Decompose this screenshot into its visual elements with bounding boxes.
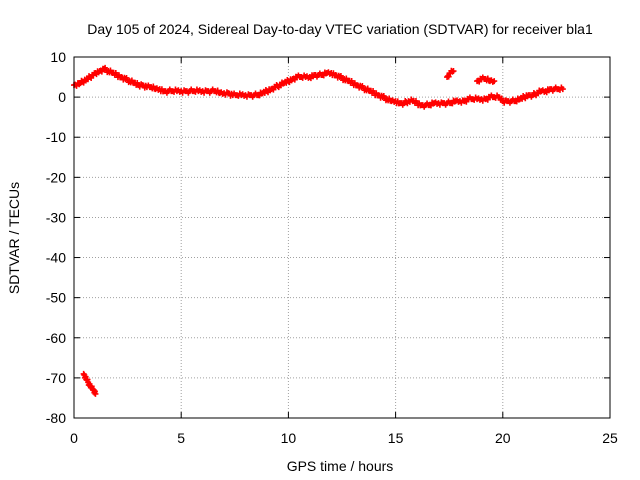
data-points bbox=[71, 64, 566, 397]
plot-frame bbox=[73, 56, 611, 419]
y-axis-label: SDTVAR / TECUs bbox=[6, 182, 22, 294]
grid bbox=[74, 57, 610, 418]
data-point-fill bbox=[445, 73, 452, 80]
y-tick-label: -40 bbox=[46, 250, 66, 266]
y-tick-label: -80 bbox=[46, 410, 66, 426]
y-tick-label: -70 bbox=[46, 370, 66, 386]
y-tick-label: -60 bbox=[46, 330, 66, 346]
y-tick-label: -10 bbox=[46, 129, 66, 145]
chart-title: Day 105 of 2024, Sidereal Day-to-day VTE… bbox=[87, 21, 593, 37]
data-point bbox=[450, 68, 457, 75]
x-axis-label: GPS time / hours bbox=[287, 458, 394, 474]
x-tick-label: 0 bbox=[70, 430, 78, 446]
x-tick-label: 25 bbox=[602, 430, 618, 446]
y-tick-label: -20 bbox=[46, 169, 66, 185]
x-tick-label: 5 bbox=[177, 430, 185, 446]
ticks: 0 5 10 15 20 25 10 0 -10 -20 -30 -40 -50 -60 -70 -80 bbox=[46, 49, 618, 446]
y-tick-label: 10 bbox=[50, 49, 66, 65]
x-tick-label: 20 bbox=[495, 430, 511, 446]
x-tick-label: 10 bbox=[281, 430, 297, 446]
x-tick-label: 15 bbox=[388, 430, 404, 446]
y-tick-label: 0 bbox=[58, 89, 66, 105]
data-point bbox=[92, 390, 99, 397]
y-tick-label: -50 bbox=[46, 290, 66, 306]
y-tick-label: -30 bbox=[46, 209, 66, 225]
data-point bbox=[559, 86, 566, 93]
data-point bbox=[491, 78, 498, 85]
